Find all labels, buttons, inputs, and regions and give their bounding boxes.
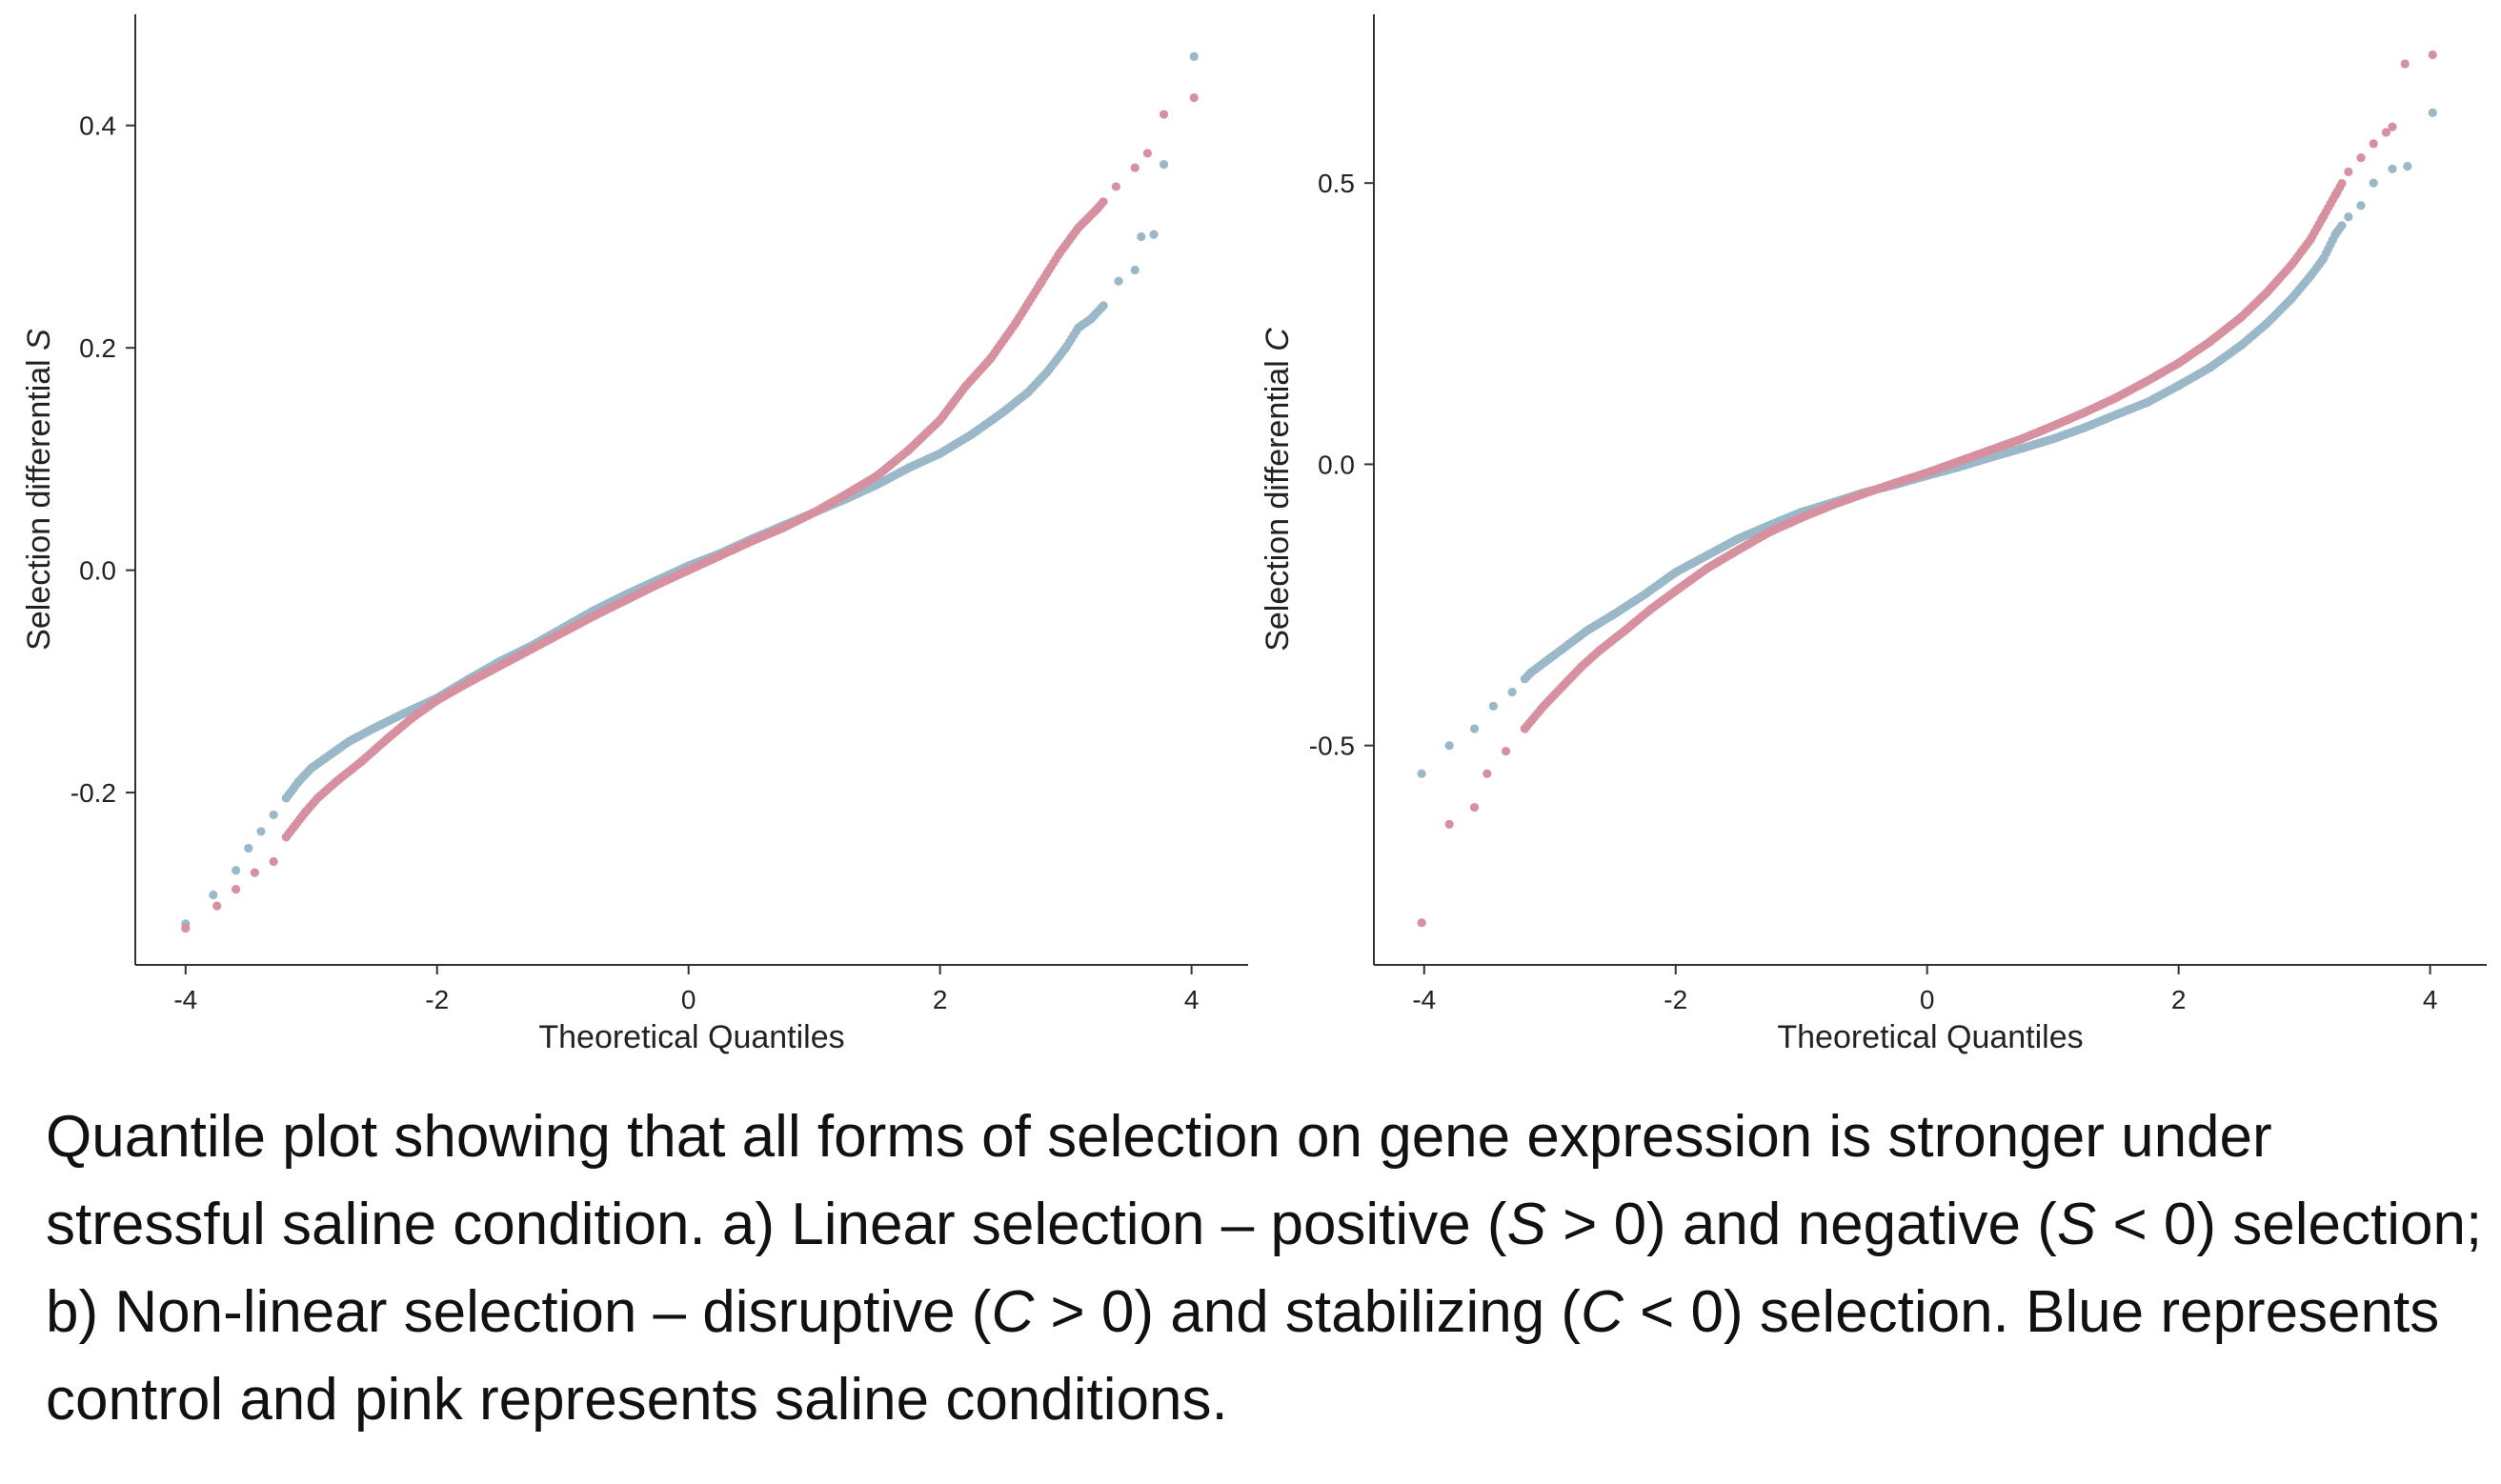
y-tick-label: -0.5 (1309, 732, 1355, 761)
y-axis-label-text: Selection differential (21, 351, 57, 651)
qq-dot-saline (2337, 179, 2347, 189)
series-saline (181, 92, 1199, 933)
data-point-saline (1501, 746, 1511, 756)
series-control (1417, 108, 2437, 778)
data-point-saline (2428, 50, 2437, 60)
y-axis-label-symbol: S (21, 329, 57, 351)
data-point-control (2369, 178, 2378, 188)
data-point-control (1159, 159, 1169, 170)
data-point-control (1444, 741, 1454, 751)
data-point-control (1130, 265, 1140, 275)
y-axis-label-symbol: C (1260, 328, 1296, 351)
data-point-control (1137, 231, 1146, 242)
data-point-saline (2388, 122, 2397, 131)
data-point-saline (1469, 803, 1480, 812)
y-axis-label: Selection differential C (1260, 328, 1296, 652)
data-point-saline (231, 885, 241, 894)
figure-caption: Quantile plot showing that all forms of … (46, 1093, 2485, 1444)
caption-text-1: Quantile plot showing that all forms of … (46, 1104, 2272, 1257)
y-tick-label: 0.5 (1318, 169, 1355, 198)
data-point-saline (1142, 149, 1153, 158)
y-tick-label: -0.2 (71, 778, 116, 808)
caption-symbol-c1: C (991, 1279, 1035, 1345)
x-tick-label: -4 (1412, 985, 1436, 1014)
data-point-saline (1159, 110, 1169, 119)
data-point-control (269, 810, 278, 820)
x-tick-label: -4 (173, 985, 197, 1014)
data-point-control (244, 843, 253, 853)
y-axis-label-text: Selection differential (1260, 351, 1296, 652)
data-point-saline (1444, 819, 1454, 829)
data-point-control (2403, 161, 2412, 171)
data-point-control (2344, 211, 2353, 222)
caption-symbol-s1: S (1506, 1192, 1546, 1257)
y-axis-label: Selection differential S (21, 329, 57, 651)
data-point-control (256, 827, 266, 836)
qq-dot-control (2337, 221, 2347, 231)
y-tick-label: 0.0 (79, 556, 116, 586)
data-point-saline (2369, 139, 2378, 149)
data-point-saline (2381, 128, 2391, 137)
x-axis-label: Theoretical Quantiles (1777, 1019, 2083, 1055)
caption-text-4: > 0) and stabilizing ( (1034, 1279, 1582, 1345)
x-tick-label: 2 (2171, 985, 2187, 1014)
data-point-control (2356, 201, 2366, 211)
x-axis-label: Theoretical Quantiles (538, 1019, 844, 1055)
data-point-control (1488, 701, 1498, 711)
data-point-control (1189, 51, 1199, 61)
caption-text-2: > 0) and negative ( (1545, 1192, 2057, 1257)
linear-selection-qq-plot: -4 -2 0 2 4 -0.2 0.0 0.2 0.4 Theoretical Quantile… (21, 14, 1248, 1055)
x-tick-label: 2 (933, 985, 948, 1014)
x-tick-label: 0 (681, 985, 696, 1014)
caption-symbol-s2: S (2056, 1192, 2097, 1257)
data-point-saline (250, 868, 259, 877)
data-point-saline (1130, 163, 1140, 172)
qq-dot-control (1099, 301, 1108, 311)
x-tick-label: 4 (2423, 985, 2438, 1014)
data-point-control (231, 866, 241, 875)
data-point-saline (269, 856, 278, 867)
caption-text-3: < 0) selection; b) Non-linear selection … (46, 1192, 2483, 1345)
y-tick-label: 0.4 (79, 111, 116, 141)
data-point-saline (181, 923, 191, 933)
x-tick-label: -2 (1664, 985, 1687, 1014)
data-point-control (1114, 276, 1123, 286)
data-point-control (1149, 230, 1159, 239)
data-point-saline (1482, 769, 1492, 778)
data-point-control (1417, 769, 1426, 778)
data-point-saline (2356, 152, 2366, 163)
qq-dot-saline (1099, 197, 1108, 207)
nonlinear-selection-qq-plot: -4 -2 0 2 4 -0.5 0.0 0.5 Theoretical Quantiles Se… (1260, 14, 2487, 1055)
x-tick-label: -2 (425, 985, 449, 1014)
data-point-control (2388, 164, 2397, 173)
quantile-plots: -4 -2 0 2 4 -0.2 0.0 0.2 0.4 Theoretical Quantile… (21, 14, 2487, 1055)
data-point-saline (2344, 167, 2353, 176)
y-tick-label: 0.0 (1318, 450, 1355, 479)
data-point-saline (1417, 918, 1426, 928)
data-point-saline (212, 901, 222, 911)
series-saline (1417, 50, 2437, 928)
data-point-control (2428, 108, 2437, 117)
data-point-control (1469, 724, 1480, 733)
data-point-saline (2400, 59, 2410, 69)
x-tick-label: 4 (1184, 985, 1200, 1014)
data-point-control (209, 890, 218, 900)
data-point-saline (1189, 92, 1199, 103)
series-control (181, 51, 1199, 929)
x-tick-label: 0 (1920, 985, 1935, 1014)
data-point-saline (1111, 182, 1121, 191)
caption-symbol-c2: C (1581, 1279, 1624, 1345)
data-point-control (1507, 687, 1517, 697)
y-tick-label: 0.2 (79, 333, 116, 363)
caption-text-5: < 0) selection. Blue represents control … (46, 1279, 2440, 1433)
